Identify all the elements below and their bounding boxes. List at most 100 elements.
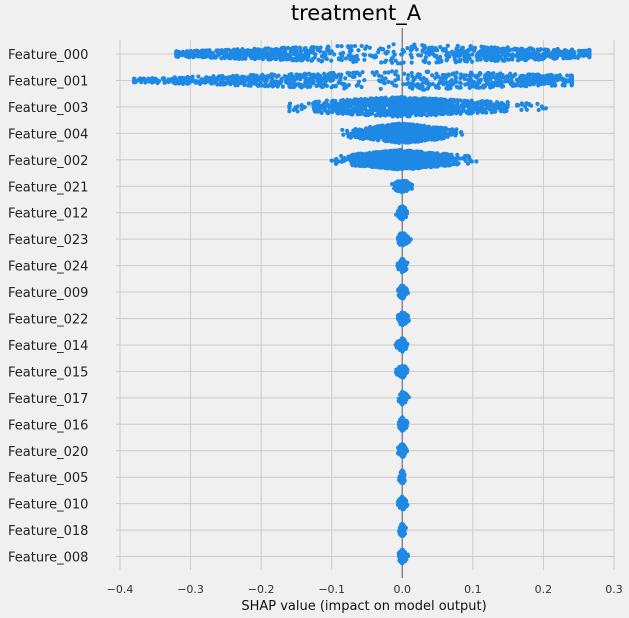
data-point [469, 59, 475, 64]
data-point [311, 45, 316, 50]
data-point [304, 72, 309, 77]
data-point [347, 72, 352, 78]
data-point [437, 158, 442, 163]
data-point [470, 52, 475, 57]
data-point [335, 43, 340, 49]
data-point [406, 73, 411, 78]
data-point [441, 161, 446, 166]
data-point [310, 56, 315, 62]
data-point [264, 55, 270, 60]
data-point [493, 58, 498, 64]
data-point [390, 165, 395, 170]
data-point [428, 162, 433, 167]
data-point [392, 83, 397, 88]
data-point [439, 59, 444, 64]
data-point [384, 97, 389, 102]
data-point [486, 71, 491, 76]
data-point [513, 72, 518, 77]
beeswarm-row-feature_001 [132, 69, 574, 92]
data-point [500, 46, 505, 51]
data-point [460, 156, 465, 161]
data-point [353, 156, 358, 161]
data-point [396, 237, 401, 242]
data-point [132, 79, 137, 84]
data-point [364, 100, 369, 105]
data-point [298, 53, 304, 58]
data-point [150, 76, 155, 81]
data-point [493, 54, 498, 59]
data-point [405, 137, 410, 143]
data-point [587, 50, 592, 55]
data-point [358, 97, 363, 102]
data-point [342, 101, 347, 106]
data-point [405, 114, 410, 119]
data-point [389, 69, 395, 74]
data-point [324, 56, 329, 62]
data-point [385, 155, 390, 160]
data-point [253, 80, 258, 86]
data-point [390, 108, 395, 113]
beeswarm-row-feature_022 [395, 310, 411, 328]
data-point [435, 162, 440, 168]
data-point [326, 72, 331, 77]
data-point [464, 110, 469, 115]
data-point [536, 107, 541, 113]
data-point [233, 83, 238, 88]
data-point [398, 126, 404, 131]
data-point [475, 57, 480, 63]
data-point [409, 150, 414, 155]
data-point [450, 49, 455, 54]
data-point [495, 46, 500, 51]
data-point [461, 108, 466, 113]
data-point [369, 53, 374, 59]
data-point [443, 100, 449, 105]
data-point [380, 46, 385, 52]
data-point [464, 57, 469, 62]
data-point [399, 211, 405, 216]
data-point [375, 108, 380, 113]
data-point [355, 57, 360, 62]
data-point [392, 102, 397, 108]
data-point [471, 84, 477, 89]
data-point [281, 45, 286, 50]
data-point [201, 50, 206, 55]
data-point [488, 76, 493, 81]
data-point [330, 110, 335, 115]
data-point [394, 133, 399, 138]
data-point [441, 151, 446, 156]
data-point [474, 159, 479, 164]
data-point [445, 53, 450, 58]
data-point [552, 56, 558, 61]
data-point [412, 76, 417, 81]
data-point [419, 163, 424, 169]
data-point [436, 85, 441, 91]
data-point [364, 44, 369, 49]
data-point [464, 54, 470, 59]
data-point [519, 101, 524, 106]
data-point [425, 70, 430, 75]
data-point [378, 86, 383, 91]
data-point [319, 59, 324, 64]
data-point [185, 74, 190, 80]
data-point [352, 74, 357, 79]
data-point [359, 84, 364, 90]
data-point [374, 162, 380, 168]
data-point [327, 105, 332, 110]
beeswarm-row-feature_000 [174, 42, 592, 66]
data-point [366, 159, 371, 164]
data-point [409, 70, 414, 76]
data-point [215, 82, 220, 87]
data-point [490, 80, 495, 85]
data-point [238, 50, 243, 56]
data-point [407, 182, 412, 187]
data-point [454, 111, 459, 116]
data-point [329, 58, 334, 63]
data-point [427, 132, 432, 137]
data-point [290, 56, 296, 62]
data-point [434, 53, 439, 58]
data-point [315, 83, 320, 88]
data-point [320, 53, 325, 59]
data-point [487, 107, 492, 112]
data-point [317, 73, 322, 78]
